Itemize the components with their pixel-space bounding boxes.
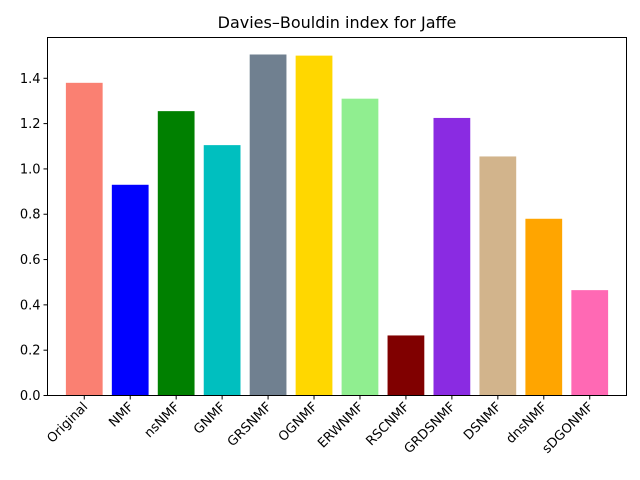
bar-gnmf — [203, 145, 241, 396]
y-tick-label: 0.6 — [20, 253, 41, 268]
y-axis: 0.0 0.2 0.4 0.6 0.8 1.0 1.2 1.4 — [20, 72, 48, 404]
bar-grsnmf — [249, 54, 287, 396]
x-tick-label: GRSNMF — [225, 400, 275, 450]
x-tick-label: Original — [45, 400, 92, 447]
plot-frame — [47, 37, 627, 396]
x-tick-label: DSNMF — [461, 400, 505, 444]
y-tick-label: 0.4 — [20, 298, 41, 313]
y-tick-label: 1.4 — [20, 72, 41, 87]
y-tick-label: 1.0 — [20, 162, 41, 177]
bar-original — [65, 82, 103, 396]
x-tick-label: OGNMF — [276, 400, 321, 445]
x-tick-label: nsNMF — [142, 400, 183, 441]
bar-nsnmf — [157, 111, 195, 396]
bar-sdgonmf — [571, 290, 609, 396]
x-tick-label: NMF — [106, 400, 137, 431]
bars — [65, 54, 609, 396]
chart-title: Davies–Bouldin index for Jaffe — [218, 13, 457, 32]
bar-grdsnmf — [433, 117, 471, 396]
bar-rscnmf — [387, 335, 425, 396]
x-tick-label: ERWNMF — [315, 400, 367, 452]
x-tick-label: GNMF — [191, 400, 229, 438]
y-tick-label: 0.2 — [20, 344, 41, 359]
y-tick-label: 1.2 — [20, 117, 41, 132]
bar-nmf — [111, 184, 149, 396]
bar-ognmf — [295, 55, 333, 396]
y-tick-label: 0.0 — [20, 389, 41, 404]
bar-dsnmf — [479, 156, 517, 396]
x-tick-label: dnsNMF — [503, 400, 550, 447]
bar-dnsnmf — [525, 218, 563, 396]
bar-erwnmf — [341, 98, 379, 396]
y-tick-label: 0.8 — [20, 208, 41, 223]
